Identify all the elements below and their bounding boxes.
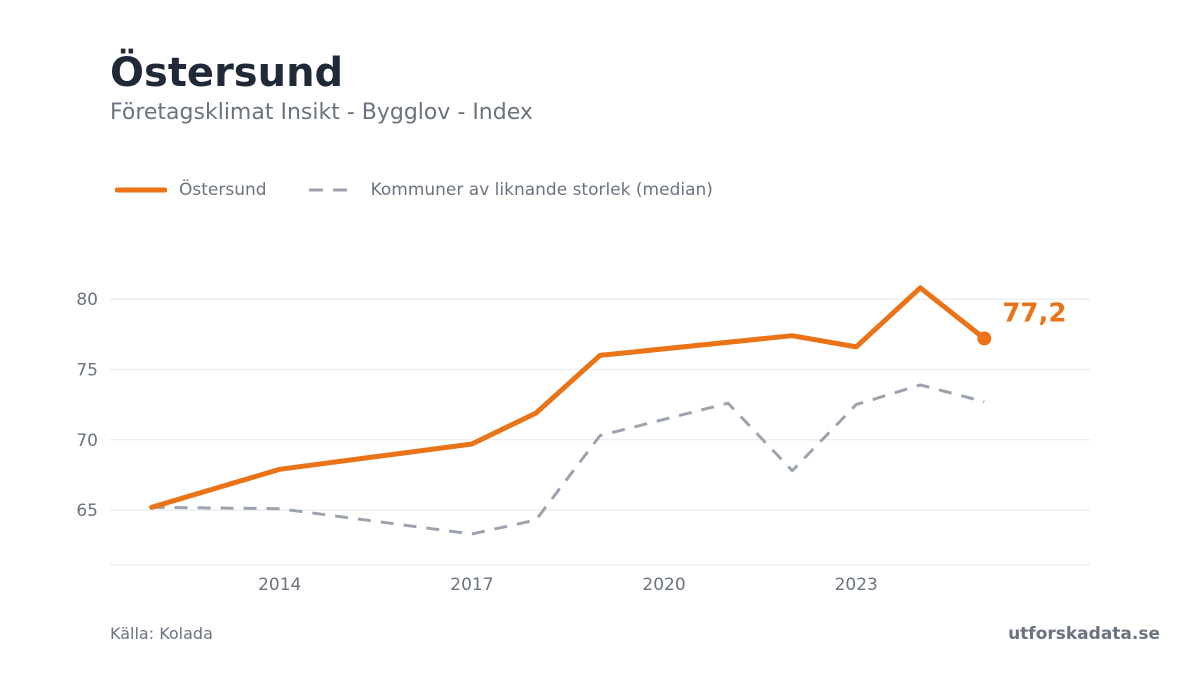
legend: Östersund Kommuner av liknande storlek (… bbox=[115, 180, 753, 200]
y-tick-label: 65 bbox=[76, 501, 98, 521]
x-tick-label: 2023 bbox=[835, 575, 878, 595]
source-note: Källa: Kolada bbox=[110, 624, 213, 643]
x-tick-label: 2014 bbox=[258, 575, 301, 595]
end-point-marker bbox=[977, 331, 992, 346]
brand-label: utforskadata.se bbox=[1008, 624, 1160, 644]
legend-label-median: Kommuner av liknande storlek (median) bbox=[370, 180, 713, 200]
y-tick-label: 70 bbox=[76, 431, 98, 451]
y-tick-label: 75 bbox=[76, 360, 98, 380]
series-line-0 bbox=[149, 285, 987, 510]
x-tick-label: 2017 bbox=[450, 575, 493, 595]
legend-swatch-solid bbox=[115, 187, 167, 193]
legend-item-median: Kommuner av liknande storlek (median) bbox=[307, 180, 713, 200]
legend-swatch-dashed bbox=[308, 188, 357, 192]
chart-subtitle: Företagsklimat Insikt - Bygglov - Index bbox=[110, 100, 533, 125]
legend-label-ostersund: Östersund bbox=[179, 180, 267, 200]
x-tick-label: 2020 bbox=[642, 575, 685, 595]
series-line-1 bbox=[151, 383, 985, 536]
y-tick-label: 80 bbox=[76, 290, 98, 310]
chart-title: Östersund bbox=[110, 50, 344, 96]
legend-item-ostersund: Östersund bbox=[115, 180, 267, 200]
end-value-label: 77,2 bbox=[1002, 298, 1066, 328]
